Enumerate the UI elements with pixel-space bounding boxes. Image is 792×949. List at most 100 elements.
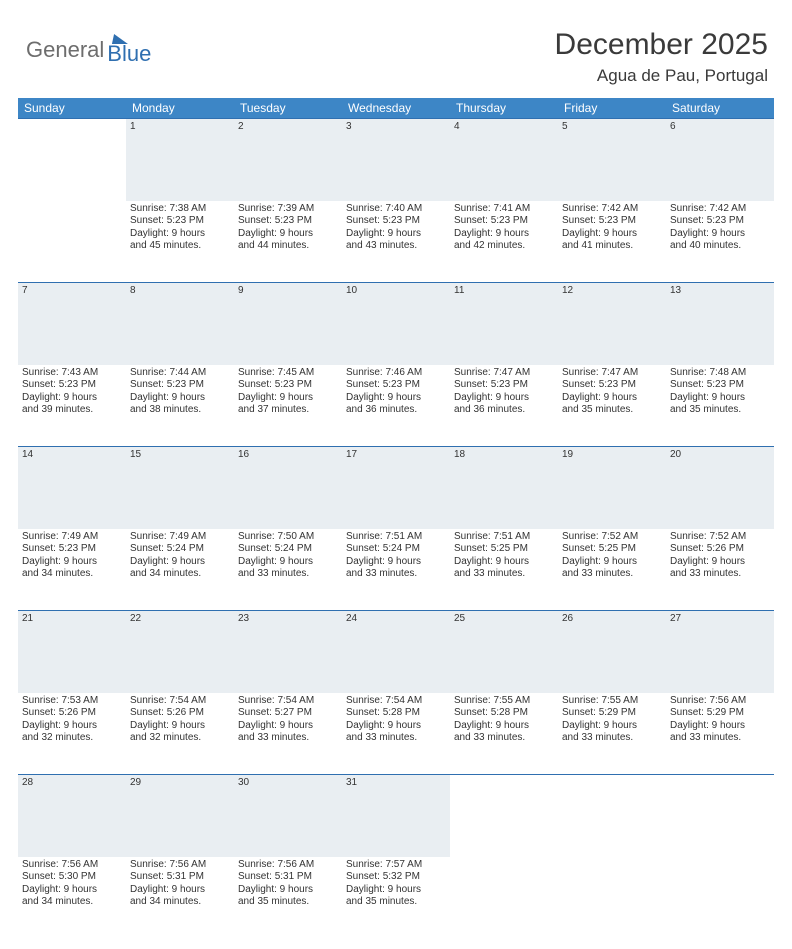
weekday-header-cell: Saturday [666,98,774,119]
daylight-line: and 33 minutes. [454,732,554,745]
daylight-line: Daylight: 9 hours [130,556,230,569]
daynum-row: 28293031 [18,775,774,857]
sunrise-line: Sunrise: 7:45 AM [238,367,338,380]
day-cell: Sunrise: 7:56 AMSunset: 5:31 PMDaylight:… [234,857,342,939]
day-cell [450,857,558,939]
day-cell: Sunrise: 7:45 AMSunset: 5:23 PMDaylight:… [234,365,342,447]
day-cell: Sunrise: 7:52 AMSunset: 5:26 PMDaylight:… [666,529,774,611]
sunset-line: Sunset: 5:27 PM [238,707,338,720]
daylight-line: and 35 minutes. [562,404,662,417]
sunset-line: Sunset: 5:23 PM [562,215,662,228]
day-number: 17 [342,447,450,529]
day-number [450,775,558,857]
daylight-line: and 33 minutes. [346,568,446,581]
weekday-header-cell: Wednesday [342,98,450,119]
day-number: 12 [558,283,666,365]
daylight-line: Daylight: 9 hours [346,556,446,569]
day-cell: Sunrise: 7:47 AMSunset: 5:23 PMDaylight:… [558,365,666,447]
daylight-line: and 45 minutes. [130,240,230,253]
daynum-row: 21222324252627 [18,611,774,693]
calendar-page: General Blue December 2025 Agua de Pau, … [0,0,792,949]
daylight-line: and 38 minutes. [130,404,230,417]
day-cell: Sunrise: 7:42 AMSunset: 5:23 PMDaylight:… [558,201,666,283]
sunrise-line: Sunrise: 7:47 AM [454,367,554,380]
sunset-line: Sunset: 5:23 PM [454,215,554,228]
day-number [558,775,666,857]
daylight-line: and 35 minutes. [670,404,770,417]
day-cell: Sunrise: 7:39 AMSunset: 5:23 PMDaylight:… [234,201,342,283]
day-number: 7 [18,283,126,365]
daylight-line: and 33 minutes. [670,732,770,745]
daylight-line: and 43 minutes. [346,240,446,253]
day-number: 28 [18,775,126,857]
sunset-line: Sunset: 5:23 PM [346,379,446,392]
sunrise-line: Sunrise: 7:43 AM [22,367,122,380]
daylight-line: Daylight: 9 hours [562,392,662,405]
daylight-line: and 36 minutes. [346,404,446,417]
day-number: 27 [666,611,774,693]
sunrise-line: Sunrise: 7:56 AM [22,859,122,872]
daylight-line: and 35 minutes. [238,896,338,909]
day-cell [666,857,774,939]
sunset-line: Sunset: 5:28 PM [454,707,554,720]
swoosh-icon [112,34,130,44]
sunrise-line: Sunrise: 7:51 AM [346,531,446,544]
day-number: 20 [666,447,774,529]
sunset-line: Sunset: 5:28 PM [346,707,446,720]
day-cell: Sunrise: 7:51 AMSunset: 5:24 PMDaylight:… [342,529,450,611]
day-number: 11 [450,283,558,365]
weekday-header-cell: Tuesday [234,98,342,119]
sunset-line: Sunset: 5:23 PM [670,215,770,228]
day-cell: Sunrise: 7:54 AMSunset: 5:26 PMDaylight:… [126,693,234,775]
daylight-line: Daylight: 9 hours [670,392,770,405]
day-number: 4 [450,119,558,201]
sunset-line: Sunset: 5:31 PM [130,871,230,884]
day-cell: Sunrise: 7:49 AMSunset: 5:23 PMDaylight:… [18,529,126,611]
sunset-line: Sunset: 5:31 PM [238,871,338,884]
daylight-line: Daylight: 9 hours [22,884,122,897]
sunrise-line: Sunrise: 7:52 AM [670,531,770,544]
daylight-line: and 33 minutes. [562,732,662,745]
sunset-line: Sunset: 5:29 PM [670,707,770,720]
day-number: 3 [342,119,450,201]
day-number [666,775,774,857]
day-number: 24 [342,611,450,693]
daylight-line: and 34 minutes. [130,568,230,581]
day-cell: Sunrise: 7:44 AMSunset: 5:23 PMDaylight:… [126,365,234,447]
daylight-line: Daylight: 9 hours [130,884,230,897]
sunrise-line: Sunrise: 7:49 AM [22,531,122,544]
content-row: Sunrise: 7:53 AMSunset: 5:26 PMDaylight:… [18,693,774,775]
day-number: 1 [126,119,234,201]
month-title: December 2025 [555,28,768,62]
daylight-line: Daylight: 9 hours [562,228,662,241]
sunset-line: Sunset: 5:25 PM [454,543,554,556]
daylight-line: Daylight: 9 hours [238,720,338,733]
daylight-line: Daylight: 9 hours [454,556,554,569]
day-number: 18 [450,447,558,529]
sunset-line: Sunset: 5:24 PM [130,543,230,556]
sunset-line: Sunset: 5:30 PM [22,871,122,884]
sunrise-line: Sunrise: 7:56 AM [130,859,230,872]
weekday-header-cell: Friday [558,98,666,119]
daylight-line: Daylight: 9 hours [130,720,230,733]
day-cell: Sunrise: 7:50 AMSunset: 5:24 PMDaylight:… [234,529,342,611]
daylight-line: Daylight: 9 hours [670,720,770,733]
day-cell: Sunrise: 7:53 AMSunset: 5:26 PMDaylight:… [18,693,126,775]
sunrise-line: Sunrise: 7:42 AM [562,203,662,216]
daylight-line: Daylight: 9 hours [562,556,662,569]
sunset-line: Sunset: 5:26 PM [22,707,122,720]
daylight-line: and 34 minutes. [130,896,230,909]
sunset-line: Sunset: 5:23 PM [22,543,122,556]
brand-blue: Blue [107,34,151,65]
day-cell: Sunrise: 7:49 AMSunset: 5:24 PMDaylight:… [126,529,234,611]
daylight-line: and 36 minutes. [454,404,554,417]
title-block: December 2025 Agua de Pau, Portugal [555,28,774,86]
daylight-line: Daylight: 9 hours [238,228,338,241]
sunrise-line: Sunrise: 7:51 AM [454,531,554,544]
brand-word1: General [26,39,104,61]
daylight-line: and 41 minutes. [562,240,662,253]
day-cell: Sunrise: 7:55 AMSunset: 5:28 PMDaylight:… [450,693,558,775]
sunrise-line: Sunrise: 7:40 AM [346,203,446,216]
daylight-line: Daylight: 9 hours [346,884,446,897]
daylight-line: and 33 minutes. [238,568,338,581]
